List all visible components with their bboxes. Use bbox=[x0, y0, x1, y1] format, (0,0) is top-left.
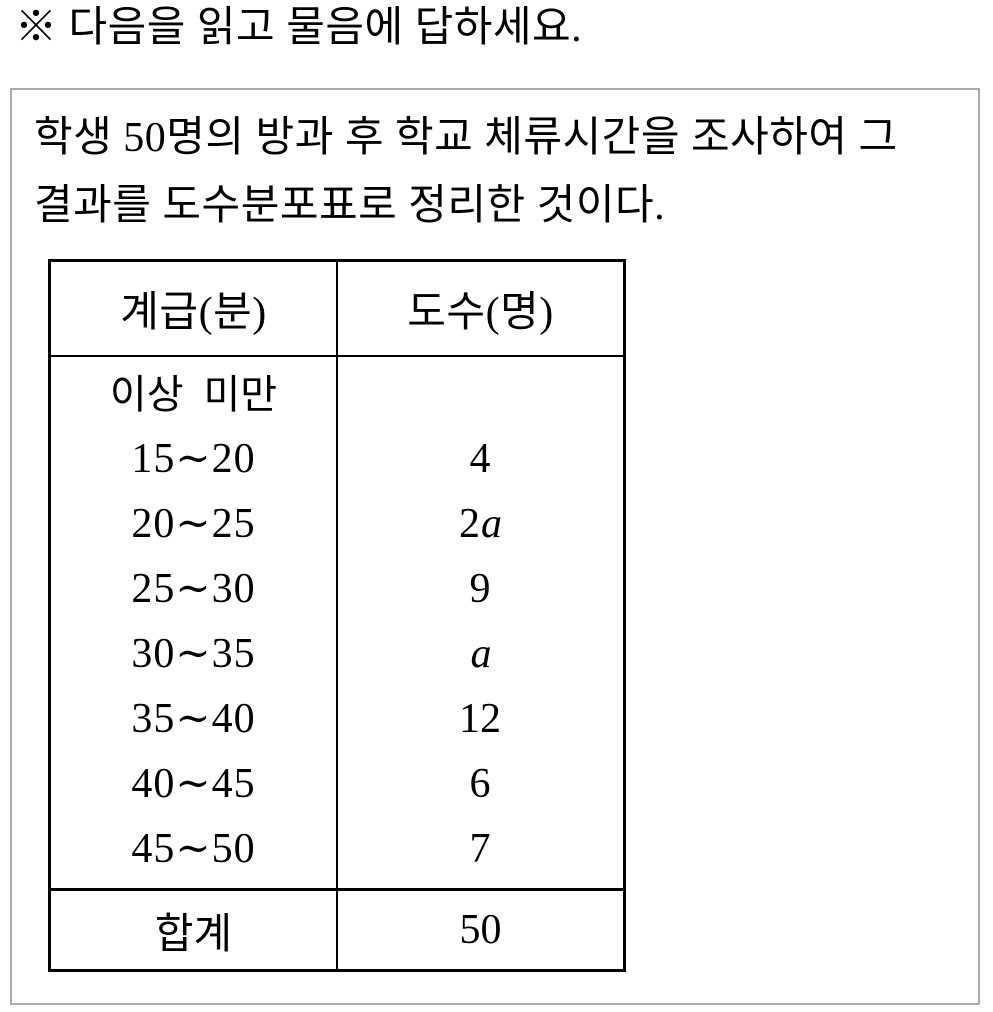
problem-description: 학생 50명의 방과 후 학교 체류시간을 조사하여 그 결과를 도수분포표로 … bbox=[34, 104, 978, 240]
total-value: 50 bbox=[336, 888, 626, 972]
description-line-2: 결과를 도수분포표로 정리한 것이다. bbox=[34, 183, 666, 229]
class-range: 35∼40 bbox=[131, 696, 256, 742]
frequency-value: 7 bbox=[338, 817, 623, 882]
frequency-value: 2a bbox=[338, 492, 623, 557]
table-header-row: 계급(분) 도수(명) bbox=[48, 259, 626, 357]
description-line-1: 학생 50명의 방과 후 학교 체류시간을 조사하여 그 bbox=[34, 115, 898, 161]
instruction-heading: ※ 다음을 읽고 물음에 답하세요. bbox=[15, 5, 583, 51]
column-header-frequency: 도수(명) bbox=[336, 259, 626, 357]
class-range: 25∼30 bbox=[131, 566, 256, 612]
frequency-number: 12 bbox=[459, 696, 501, 742]
class-column-body: 이상 미만 15∼20 20∼25 25∼30 30∼35 35∼40 40∼4… bbox=[48, 355, 338, 891]
frequency-value: 4 bbox=[338, 427, 623, 492]
frequency-variable bbox=[491, 761, 492, 807]
class-range: 45∼50 bbox=[131, 826, 256, 872]
table-total-row: 합계 50 bbox=[48, 888, 626, 972]
frequency-variable bbox=[491, 566, 492, 612]
class-range: 30∼35 bbox=[131, 631, 256, 677]
frequency-number: 2 bbox=[459, 501, 480, 547]
class-range: 20∼25 bbox=[131, 501, 256, 547]
frequency-value: a bbox=[338, 622, 623, 687]
total-label: 합계 bbox=[48, 888, 338, 972]
column-header-class: 계급(분) bbox=[48, 259, 338, 357]
frequency-value: 12 bbox=[338, 687, 623, 752]
frequency-variable bbox=[491, 436, 492, 482]
frequency-number: 9 bbox=[469, 566, 491, 612]
frequency-variable: a bbox=[470, 631, 492, 677]
frequency-variable: a bbox=[481, 501, 502, 547]
frequency-table: 계급(분) 도수(명) 이상 미만 15∼20 20∼25 25∼30 30∼3… bbox=[48, 259, 626, 972]
frequency-empty-line bbox=[338, 362, 623, 427]
frequency-variable bbox=[491, 826, 492, 872]
class-range: 40∼45 bbox=[131, 761, 256, 807]
bounds-note: 이상 미만 bbox=[109, 372, 278, 417]
frequency-number: 6 bbox=[469, 761, 491, 807]
frequency-value: 6 bbox=[338, 752, 623, 817]
problem-box: 학생 50명의 방과 후 학교 체류시간을 조사하여 그 결과를 도수분포표로 … bbox=[10, 88, 980, 1005]
class-range: 15∼20 bbox=[131, 436, 256, 482]
frequency-number: 7 bbox=[469, 826, 491, 872]
frequency-variable bbox=[501, 696, 502, 742]
frequency-number: 4 bbox=[469, 436, 491, 482]
frequency-value: 9 bbox=[338, 557, 623, 622]
table-body-row: 이상 미만 15∼20 20∼25 25∼30 30∼35 35∼40 40∼4… bbox=[48, 355, 626, 891]
frequency-column-body: 4 2a 9 a 12 6 7 bbox=[336, 355, 626, 891]
